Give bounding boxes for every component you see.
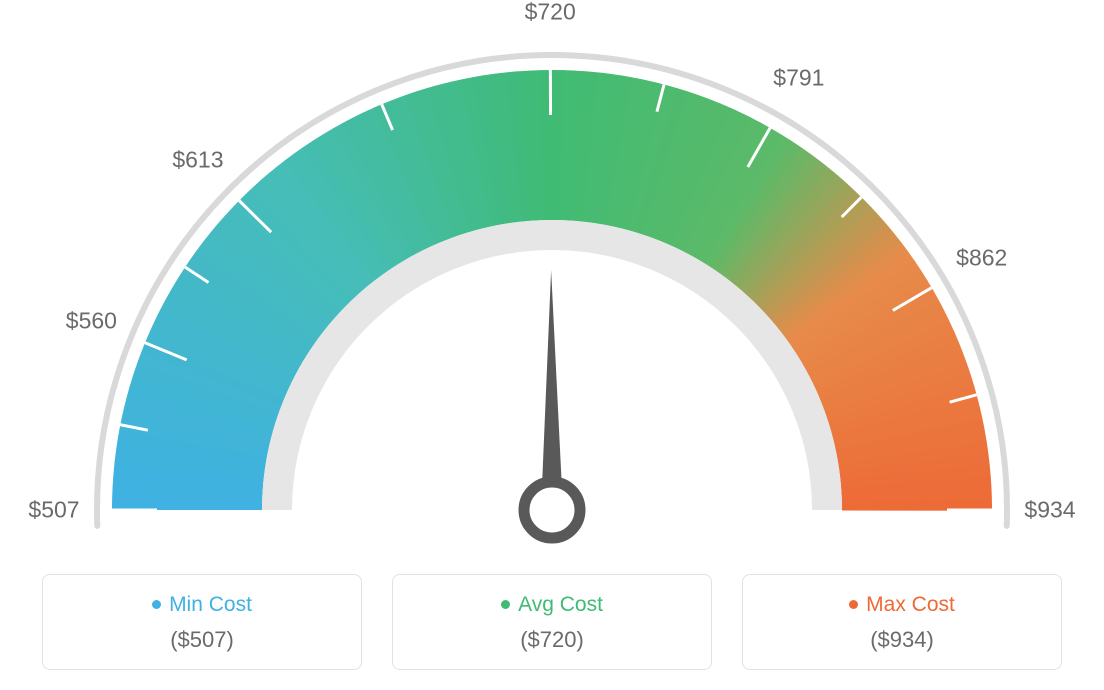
legend-title-max: Max Cost: [753, 593, 1051, 617]
legend-box-min: Min Cost ($507): [42, 574, 362, 670]
legend-dot-max: [849, 600, 858, 609]
legend-box-max: Max Cost ($934): [742, 574, 1062, 670]
legend-title-avg: Avg Cost: [403, 593, 701, 617]
legend-value-min: ($507): [53, 627, 351, 653]
legend-box-avg: Avg Cost ($720): [392, 574, 712, 670]
legend-value-max: ($934): [753, 627, 1051, 653]
legend-dot-avg: [501, 600, 510, 609]
legend-dot-min: [152, 600, 161, 609]
gauge-tick-label: $507: [28, 497, 79, 524]
legend-label-avg: Avg Cost: [518, 593, 603, 616]
gauge-tick-label: $560: [66, 307, 117, 334]
legend-row: Min Cost ($507) Avg Cost ($720) Max Cost…: [0, 574, 1104, 670]
gauge-svg: [0, 0, 1104, 560]
gauge-tick-label: $862: [956, 245, 1007, 272]
gauge-tick-label: $613: [172, 146, 223, 173]
legend-label-max: Max Cost: [866, 593, 955, 616]
legend-title-min: Min Cost: [53, 593, 351, 617]
gauge-tick-label: $791: [773, 64, 824, 91]
gauge-tick-label: $934: [1024, 497, 1075, 524]
gauge-chart: $507 $560 $613 $720 $791 $862 $934: [0, 0, 1104, 550]
gauge-tick-label: $720: [525, 0, 576, 26]
legend-value-avg: ($720): [403, 627, 701, 653]
legend-label-min: Min Cost: [169, 593, 252, 616]
